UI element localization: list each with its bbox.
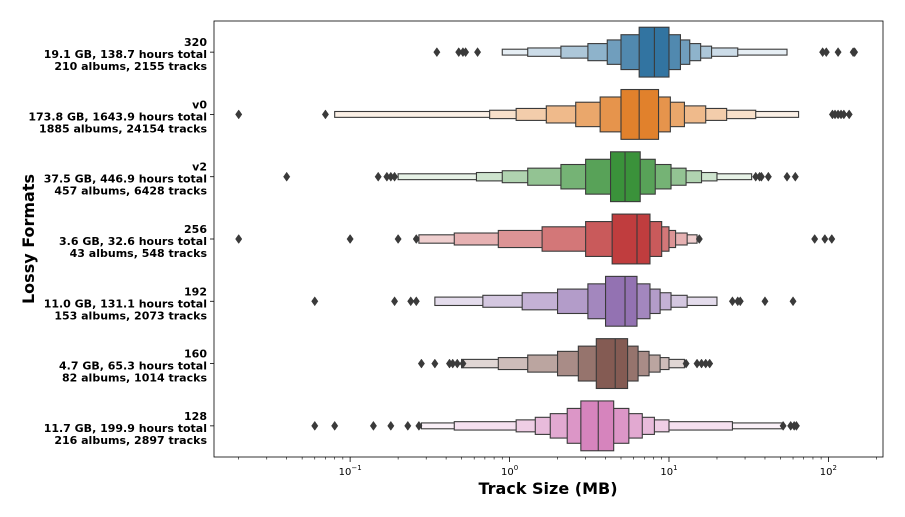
outlier-point xyxy=(321,109,329,120)
boxen-box-level-1 xyxy=(595,338,629,390)
outlier-point xyxy=(407,296,415,307)
y-label-summary: 11.0 GB, 131.1 hours total xyxy=(44,297,207,310)
outlier-point xyxy=(235,109,243,120)
outlier-point xyxy=(453,358,461,369)
outlier-point xyxy=(474,47,482,58)
outlier-point xyxy=(462,47,470,58)
outlier-point xyxy=(764,171,772,182)
outlier-point xyxy=(412,234,420,244)
boxen-group-128 xyxy=(311,400,800,452)
chart-marks xyxy=(235,26,859,452)
y-label-format: 160 xyxy=(184,348,207,361)
y-label-format: 192 xyxy=(184,285,207,298)
y-label-summary: 11.7 GB, 199.9 hours total xyxy=(44,422,207,435)
y-label-summary: 19.1 GB, 138.7 hours total xyxy=(44,48,207,61)
outlier-point xyxy=(695,234,703,244)
outlier-point xyxy=(311,420,319,431)
outlier-point xyxy=(783,171,791,182)
boxen-box-level-1 xyxy=(611,213,651,265)
outlier-point xyxy=(834,47,842,58)
y-axis-title: Lossy Formats xyxy=(19,174,38,304)
boxen-group-v2 xyxy=(283,151,799,203)
outlier-point xyxy=(235,234,243,244)
outlier-point xyxy=(757,171,765,182)
outlier-point xyxy=(369,420,377,431)
outlier-point xyxy=(779,420,787,431)
boxen-box-level-1 xyxy=(604,275,638,327)
boxen-group-v0 xyxy=(235,88,853,140)
outlier-point xyxy=(845,109,853,120)
outlier-point xyxy=(404,420,412,431)
outlier-point xyxy=(346,234,354,244)
x-axis-title: Track Size (MB) xyxy=(478,479,617,498)
x-tick-label: 102 xyxy=(820,464,837,478)
outlier-point xyxy=(822,47,830,58)
y-label-summary: 37.5 GB, 446.9 hours total xyxy=(44,173,207,186)
outlier-point xyxy=(851,47,859,58)
boxen-group-160 xyxy=(417,338,714,390)
x-axis-ticks: 10−1 100 101 102 xyxy=(238,457,877,478)
y-label-counts: 210 albums, 2155 tracks xyxy=(54,60,207,73)
outlier-point xyxy=(811,234,819,244)
outlier-point xyxy=(789,296,797,307)
y-label-counts: 1885 albums, 24154 tracks xyxy=(39,122,207,135)
x-tick-label: 101 xyxy=(660,464,677,478)
outlier-point xyxy=(459,358,467,369)
y-label-counts: 457 albums, 6428 tracks xyxy=(54,185,207,198)
boxen-group-256 xyxy=(235,213,836,265)
outlier-point xyxy=(394,234,402,244)
boxen-group-320 xyxy=(433,26,859,78)
outlier-point xyxy=(828,234,836,244)
y-label-summary: 4.7 GB, 65.3 hours total xyxy=(59,360,207,373)
y-label-format: v2 xyxy=(192,161,207,174)
outlier-point xyxy=(431,358,439,369)
y-label-format: 128 xyxy=(184,410,207,423)
y-label-format: 320 xyxy=(184,36,207,49)
outlier-point xyxy=(412,296,420,307)
outlier-point xyxy=(821,234,829,244)
outlier-point xyxy=(728,296,736,307)
outlier-point xyxy=(791,171,799,182)
outlier-point xyxy=(736,296,744,307)
outlier-point xyxy=(391,296,399,307)
outlier-point xyxy=(682,358,690,369)
y-label-format: 256 xyxy=(184,223,207,236)
x-tick-label: 100 xyxy=(501,464,518,478)
outlier-point xyxy=(374,171,382,182)
outlier-point xyxy=(415,420,423,431)
y-label-counts: 82 albums, 1014 tracks xyxy=(62,372,207,385)
outlier-point xyxy=(761,296,769,307)
y-label-counts: 153 albums, 2073 tracks xyxy=(54,309,207,322)
boxen-group-192 xyxy=(311,275,797,327)
boxen-box-level-1 xyxy=(580,400,615,452)
y-label-summary: 173.8 GB, 1643.9 hours total xyxy=(28,110,207,123)
y-label-counts: 43 albums, 548 tracks xyxy=(70,247,208,260)
y-label-format: v0 xyxy=(192,98,207,111)
y-label-counts: 216 albums, 2897 tracks xyxy=(54,434,207,447)
outlier-point xyxy=(387,420,395,431)
outlier-point xyxy=(840,109,848,120)
outlier-point xyxy=(706,358,714,369)
outlier-point xyxy=(433,47,441,58)
outlier-point xyxy=(391,171,399,182)
outlier-point xyxy=(792,420,800,431)
y-label-summary: 3.6 GB, 32.6 hours total xyxy=(59,235,207,248)
outlier-point xyxy=(417,358,425,369)
x-tick-label: 10−1 xyxy=(339,464,362,478)
outlier-point xyxy=(283,171,291,182)
outlier-point xyxy=(331,420,339,431)
boxen-box-level-1 xyxy=(620,88,660,140)
outlier-point xyxy=(311,296,319,307)
